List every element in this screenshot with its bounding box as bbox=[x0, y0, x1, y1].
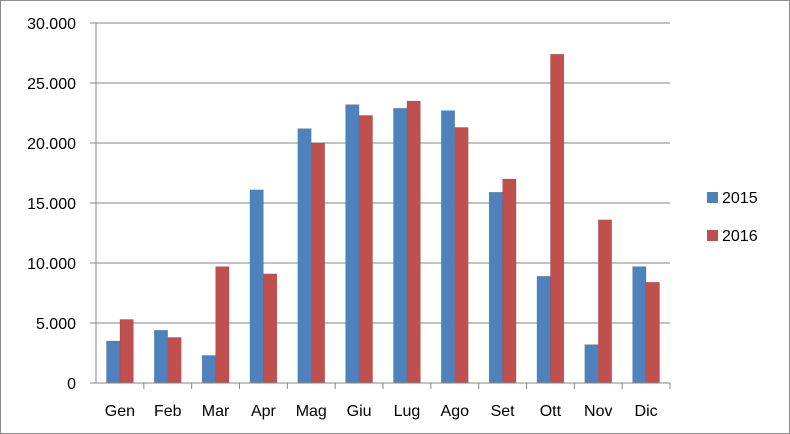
x-tick-labels: Gen Feb Mar Apr Mag Giu Lug Ago Set Ott Nov Dic bbox=[105, 403, 658, 420]
grid-lines bbox=[96, 22, 670, 324]
legend-label-2016: 2016 bbox=[722, 228, 758, 245]
bar-2015-Mag bbox=[297, 128, 312, 384]
bar-2016-Dic bbox=[645, 281, 660, 384]
bar-2016-Set bbox=[502, 178, 517, 384]
x-tick-label: Set bbox=[491, 403, 516, 420]
bar-2016-Apr bbox=[263, 273, 278, 384]
bar-2015-Giu bbox=[345, 104, 360, 384]
y-tick-label: 0 bbox=[67, 376, 76, 393]
bar-2015-Nov bbox=[584, 344, 599, 384]
bar-2015-Ago bbox=[441, 110, 455, 384]
bar-2015-Feb bbox=[154, 329, 168, 384]
bar-2015-Mar bbox=[201, 355, 216, 384]
x-tick-label: Feb bbox=[154, 403, 182, 420]
x-tick-label: Nov bbox=[584, 403, 612, 420]
bars bbox=[106, 53, 660, 384]
x-tick-label: Apr bbox=[251, 403, 277, 420]
y-tick-label: 30.000 bbox=[27, 16, 76, 33]
y-tick-label: 25.000 bbox=[27, 76, 76, 93]
bar-2016-Ott bbox=[550, 53, 565, 384]
legend-swatch-2015 bbox=[707, 192, 718, 203]
legend: 2015 2016 bbox=[707, 190, 758, 245]
legend-swatch-2016 bbox=[707, 230, 718, 241]
x-tick-label: Dic bbox=[635, 403, 658, 420]
x-tick-label: Mag bbox=[296, 403, 327, 420]
bar-2016-Lug bbox=[406, 100, 421, 384]
bar-2016-Mag bbox=[311, 142, 325, 384]
y-tick-label: 15.000 bbox=[27, 196, 76, 213]
bar-2015-Lug bbox=[393, 107, 408, 384]
y-tick-label: 10.000 bbox=[27, 256, 76, 273]
y-tick-label: 5.000 bbox=[36, 316, 76, 333]
bar-2015-Set bbox=[488, 191, 503, 384]
legend-label-2015: 2015 bbox=[722, 190, 758, 207]
axes bbox=[90, 22, 671, 389]
y-tick-labels: 0 5.000 10.000 15.000 20.000 25.000 30.000 bbox=[27, 16, 76, 393]
bar-2016-Ago bbox=[454, 127, 469, 384]
x-tick-label: Ott bbox=[540, 403, 562, 420]
bar-2015-Gen bbox=[106, 340, 121, 384]
bar-2015-Ott bbox=[536, 275, 551, 384]
bar-2016-Feb bbox=[167, 337, 182, 384]
bar-2016-Nov bbox=[598, 219, 612, 384]
x-tick-label: Lug bbox=[394, 403, 421, 420]
x-tick-label: Ago bbox=[441, 403, 470, 420]
bar-2016-Mar bbox=[215, 266, 230, 384]
bar-2015-Apr bbox=[249, 189, 264, 384]
y-tick-label: 20.000 bbox=[27, 136, 76, 153]
x-tick-label: Gen bbox=[105, 403, 135, 420]
bar-2016-Gen bbox=[119, 319, 134, 384]
bar-2015-Dic bbox=[632, 266, 647, 384]
bar-2016-Giu bbox=[358, 115, 373, 384]
x-tick-label: Mar bbox=[202, 403, 230, 420]
x-tick-label: Giu bbox=[347, 403, 372, 420]
